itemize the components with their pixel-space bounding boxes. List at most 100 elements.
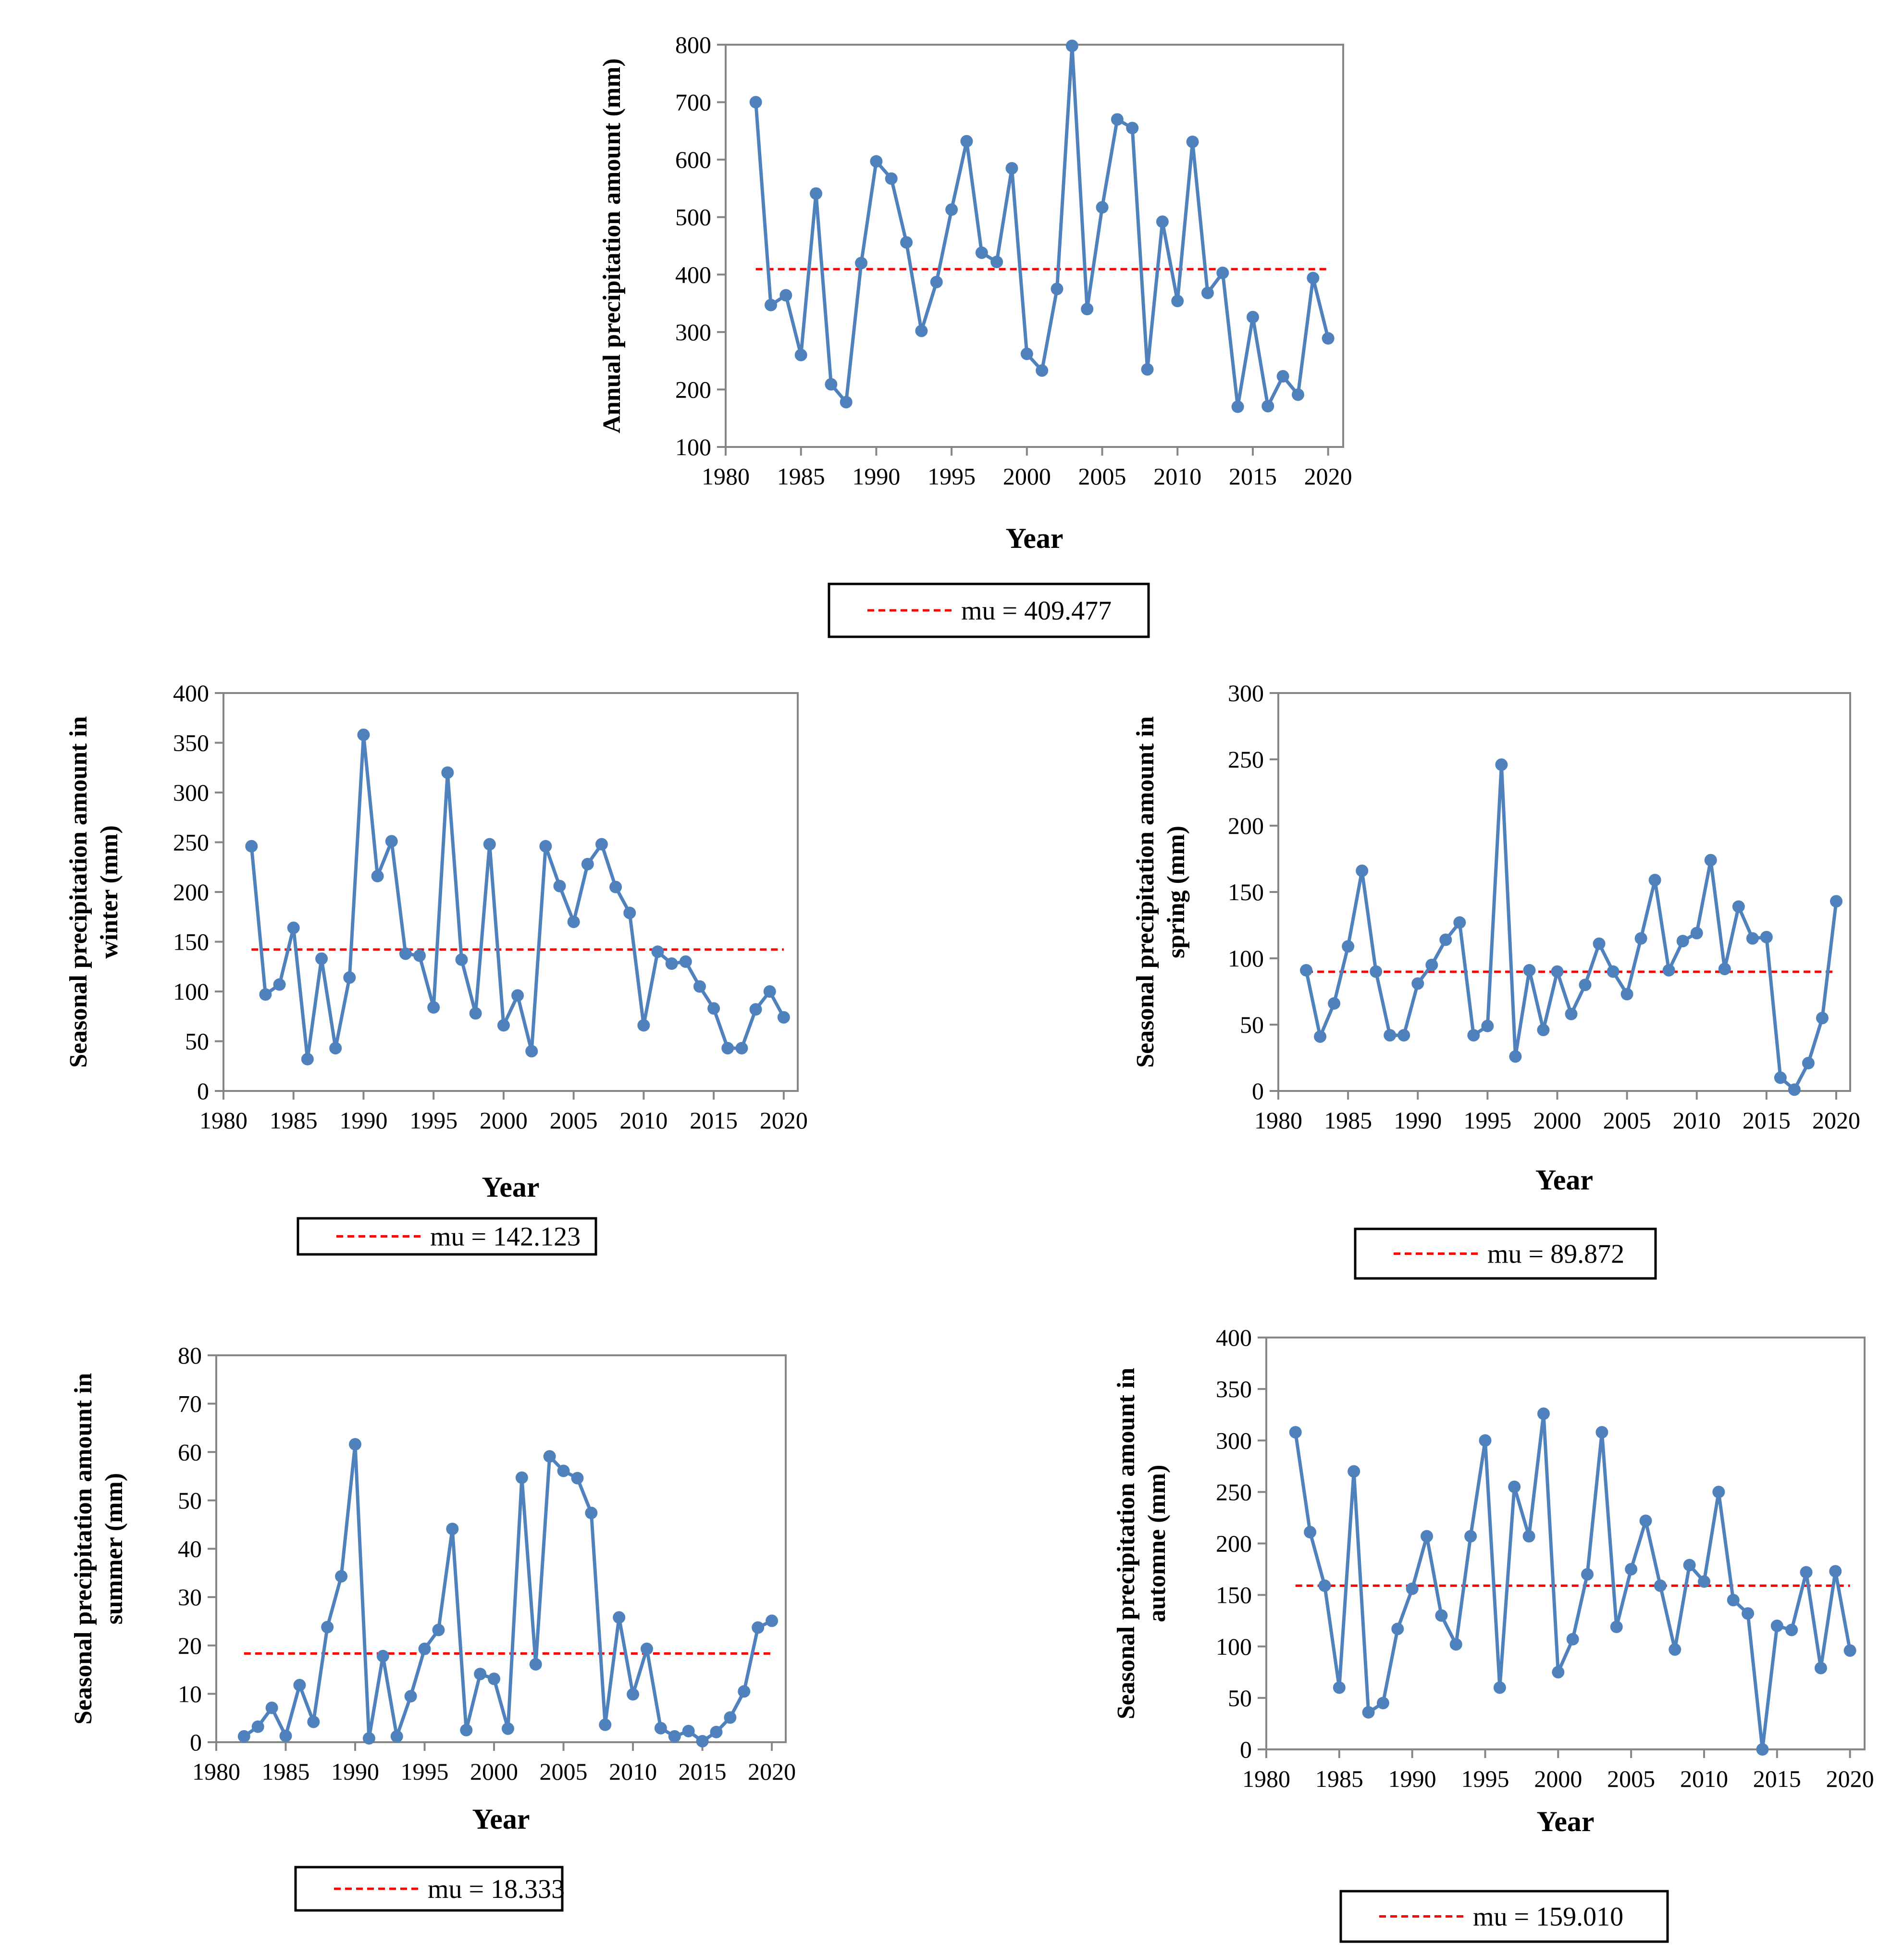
y-tick-label: 100 [1228,945,1264,972]
data-point [581,858,594,871]
data-point [1186,136,1199,149]
data-point [293,1679,306,1692]
data-point [840,396,853,409]
y-axis-title-line: Seasonal precipitation amount in [65,716,92,1068]
y-tick-label: 200 [675,376,711,403]
data-point [763,985,776,998]
y-tick-label: 150 [1216,1582,1252,1609]
data-point [810,187,823,200]
y-tick-label: 50 [185,1028,209,1055]
y-tick-label: 400 [1216,1324,1252,1351]
x-tick-label: 2000 [480,1107,528,1134]
x-tick-label: 2015 [690,1107,738,1134]
x-tick-label: 2020 [1304,463,1352,490]
series-line [754,44,1330,409]
x-tick-label: 1990 [852,463,900,490]
y-tick-label: 350 [173,730,209,756]
data-point [307,1715,320,1728]
chart-autumn: 0 50 100 150 200 250 300 350 400 1980 1985 1990 1995… [1113,1324,1874,1943]
x-tick-label: 1995 [401,1758,449,1785]
y-tick-label: 100 [173,978,209,1005]
x-tick-label: 1995 [1463,1107,1511,1134]
x-tick-label: 1980 [1254,1107,1302,1134]
data-point [599,1718,612,1731]
x-tick-label: 2010 [1153,463,1201,490]
y-axis-title: Seasonal precipitation amount in spring (… [1132,716,1190,1068]
y-tick-label: 100 [675,434,711,460]
y-tick-label: 0 [1240,1736,1252,1763]
data-point [390,1730,403,1743]
data-point [1690,927,1703,940]
data-point [446,1523,459,1536]
y-axis-title-line: automne (mm) [1143,1465,1171,1623]
plot-frame [725,44,1344,448]
data-point [668,1730,681,1743]
data-point [488,1672,501,1685]
data-point [1171,295,1184,308]
data-point [427,1001,440,1014]
data-point [385,835,398,848]
y-tick-label: 350 [1216,1375,1252,1402]
data-point [1479,1434,1492,1447]
data-point [1843,1644,1856,1657]
data-point [1522,1530,1535,1543]
data-point [432,1623,445,1636]
data-point [1634,932,1647,945]
data-point [651,945,664,958]
data-point [752,1621,765,1634]
legend-box [294,1866,564,1912]
data-point [1111,113,1124,126]
data-point [1620,988,1633,1001]
data-point [1081,303,1094,316]
data-point [1697,1575,1710,1588]
x-tick-label: 1980 [199,1107,247,1134]
y-tick-label: 250 [1216,1478,1252,1505]
data-point [273,978,286,991]
y-tick-label: 400 [675,261,711,288]
data-point [371,869,384,882]
y-axis-title: Annual precipitation amount (mm) [598,58,626,434]
x-tick-label: 2000 [1533,1107,1581,1134]
data-point [945,203,958,216]
x-axis-title: Year [1537,1806,1595,1837]
x-tick-label: 2000 [1534,1765,1582,1792]
data-point [1300,964,1313,977]
data-point [251,1720,264,1733]
data-point [1742,1607,1755,1620]
data-point [1654,1579,1667,1592]
data-point [335,1570,348,1583]
data-point [595,838,608,851]
data-point [721,1041,734,1054]
data-point [1830,895,1842,908]
data-point [1246,310,1259,323]
series-line [249,733,785,1061]
y-tick-label: 100 [1216,1633,1252,1660]
data-point [693,980,706,993]
data-point [1648,874,1661,887]
data-point [469,1007,482,1020]
y-axis-title: Seasonal precipitation amount in winter (… [65,716,123,1068]
data-point [1552,1666,1565,1679]
data-point [930,275,943,288]
data-point [1261,400,1274,413]
data-point [237,1730,250,1743]
data-point [975,246,988,259]
data-point [1551,965,1564,978]
data-point [1718,963,1731,976]
x-tick-label: 2010 [619,1107,668,1134]
x-tick-label: 2015 [1229,463,1277,490]
y-tick-label: 60 [178,1438,202,1465]
data-point [1005,162,1018,175]
data-point [1439,933,1452,946]
y-axis-title-line: summer (mm) [100,1473,128,1624]
data-point [343,971,356,984]
data-point [1307,272,1320,285]
x-tick-label: 1995 [927,463,976,490]
y-tick-label: 300 [675,319,711,346]
data-point [990,255,1003,268]
data-point [501,1722,514,1735]
data-point [794,348,807,361]
chart-winter: 0 50 100 150 200 250 300 350 400 1980 1985 1990 1995… [65,680,808,1256]
y-tick-label: 40 [178,1536,202,1562]
